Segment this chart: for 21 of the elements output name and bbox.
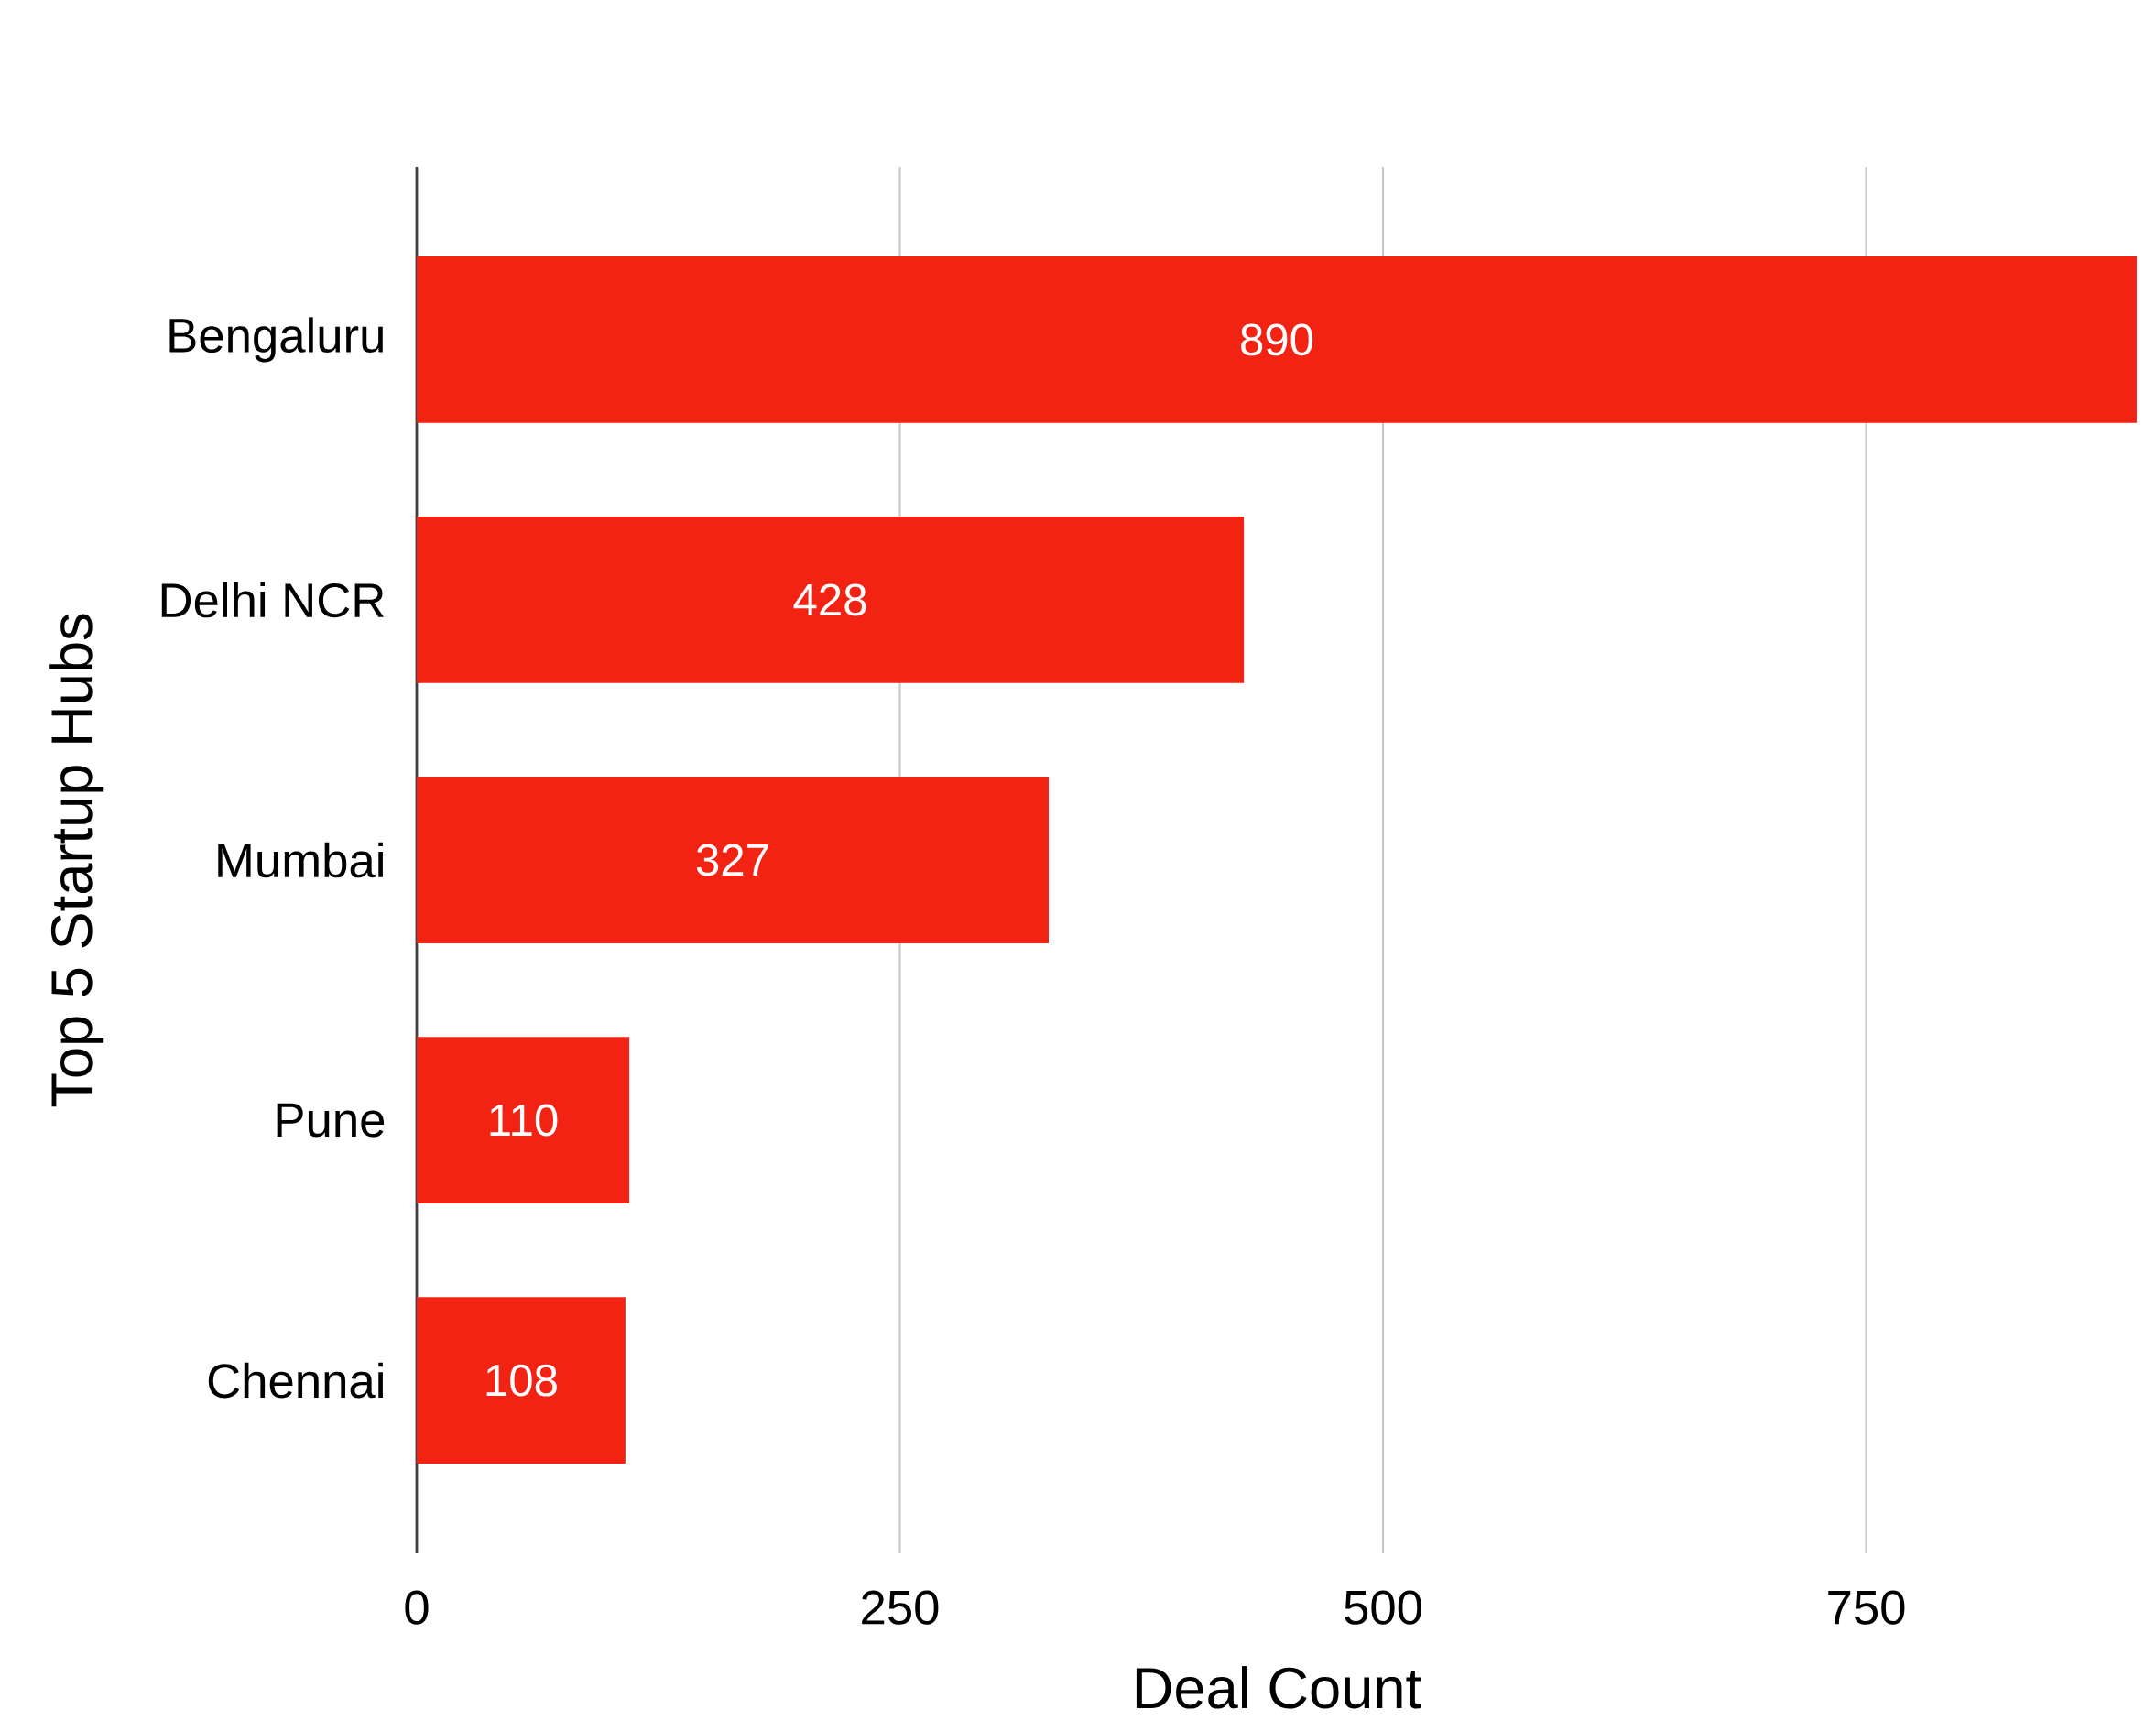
- y-axis-title: Top 5 Startup Hubs: [49, 614, 104, 1107]
- data-label: 110: [490, 1104, 558, 1137]
- data-label: 108: [486, 1364, 557, 1397]
- data-label: 327: [696, 844, 768, 876]
- bar: [417, 1037, 630, 1203]
- x-tick-label: 750: [1828, 1590, 1905, 1625]
- y-tick-label: Mumbai: [218, 842, 383, 878]
- x-tick-label: 250: [862, 1590, 939, 1625]
- y-tick-label: Chennai: [208, 1362, 383, 1399]
- bar: [417, 256, 2137, 423]
- bar: [417, 1297, 626, 1464]
- x-tick-label: 500: [1345, 1590, 1421, 1625]
- bar: [417, 517, 1245, 683]
- x-axis-title: Deal Count: [1136, 1666, 1421, 1709]
- y-tick-label: Pune: [277, 1103, 385, 1138]
- data-label: 890: [1241, 323, 1313, 356]
- data-label: 428: [793, 583, 866, 616]
- y-tick-label: Delhi NCR: [161, 582, 384, 618]
- bar: [417, 777, 1049, 943]
- x-tick-label: 0: [405, 1590, 429, 1625]
- y-tick-label: Bengaluru: [169, 317, 383, 363]
